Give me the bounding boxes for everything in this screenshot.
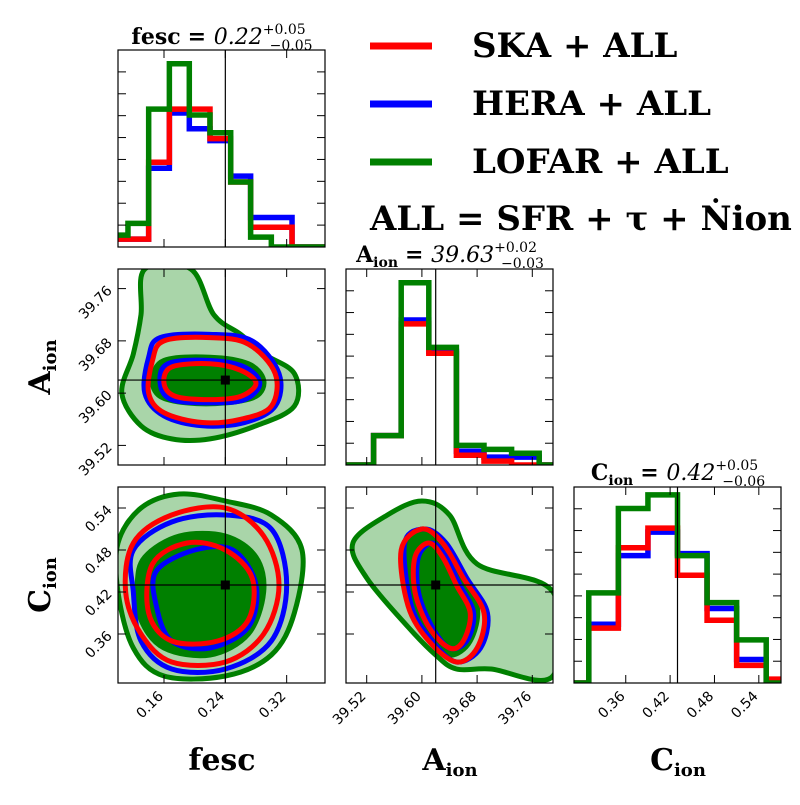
title-param-sub: ion	[373, 255, 398, 271]
truth-marker	[431, 580, 441, 590]
panel-title-cion: Cion = 0.42+0.05 −0.06	[591, 458, 765, 490]
y-axis-label-aion: Aion	[23, 339, 61, 395]
contour-frame	[117, 486, 326, 684]
hist-step-lofar	[346, 279, 553, 465]
hist-content	[346, 279, 553, 465]
y-axis-label-cion: Cion	[23, 557, 61, 613]
contour-frame	[345, 486, 554, 684]
title-eq: =	[640, 460, 666, 486]
contour-panel-fesc_Cion: 0.16 0.24 0.320.360.420.480.54	[82, 486, 326, 722]
axis-label-name: C	[650, 743, 674, 778]
axis-label-sub: ion	[446, 760, 478, 781]
hist-frame	[573, 486, 782, 684]
truth-marker	[220, 375, 230, 385]
hist-frame	[345, 268, 554, 466]
ska-inner-contour	[144, 539, 257, 647]
title-param-name: fesc	[131, 24, 180, 50]
legend-label-hera: HERA + ALL	[472, 84, 711, 124]
hera-inner-contour	[414, 540, 477, 652]
contour-content	[349, 498, 553, 683]
x-axis-label-cion: Cion	[650, 743, 706, 781]
panel-title-fesc: fesc = 0.22+0.05 −0.05	[131, 22, 312, 54]
x-axis-label-aion: Aion	[421, 743, 477, 781]
title-lower: −0.05	[270, 38, 313, 54]
contour-content	[118, 491, 306, 682]
hist-panel-fesc	[117, 49, 326, 248]
title-param-name: C	[591, 460, 609, 486]
hist-panel-Aion	[345, 268, 554, 466]
ska-inner-contour	[161, 361, 259, 403]
title-eq: =	[405, 242, 431, 268]
title-eq: =	[188, 24, 214, 50]
legend-label-ska: SKA + ALL	[472, 26, 678, 66]
contour-content	[119, 269, 302, 443]
hist-frame	[117, 49, 326, 248]
lofar-inner-contour	[172, 364, 251, 399]
axis-label-sub: ion	[40, 557, 61, 589]
hera-outer-contour	[141, 331, 284, 429]
axis-label-name: A	[23, 371, 58, 396]
title-param-name: A	[355, 242, 374, 268]
truth-marker	[220, 580, 230, 590]
title-param-sub: ion	[608, 473, 633, 489]
axis-label-name: fesc	[188, 743, 255, 778]
axis-label-sub: ion	[674, 760, 706, 781]
lofar-inner-contour	[148, 554, 248, 644]
title-upper: +0.02	[494, 240, 537, 256]
hera-inner-contour	[150, 544, 260, 652]
axis-label-name: C	[23, 589, 58, 613]
legend-label-lofar: LOFAR + ALL	[472, 142, 729, 182]
hera-inner-contour	[157, 357, 263, 406]
axis-label-name: A	[421, 743, 446, 778]
contour-frame	[117, 268, 326, 466]
title-lower: −0.03	[501, 256, 544, 272]
ska-outer-contour	[122, 504, 282, 668]
title-median: 0.22	[214, 25, 263, 50]
legend-note: ALL = SFR + τ + Ṅion	[369, 198, 792, 239]
hist-content	[118, 61, 325, 247]
ska-outer-contour	[145, 334, 280, 426]
title-spacer	[398, 243, 405, 268]
title-median: 0.42	[666, 461, 715, 486]
panel-title-aion: Aion = 39.63+0.02 −0.03	[355, 240, 544, 272]
title-spacer	[181, 25, 188, 50]
title-median: 39.63	[431, 243, 494, 268]
title-upper: +0.05	[263, 22, 306, 38]
legend: SKA + ALL HERA + ALL LOFAR + ALL ALL = SFR …	[369, 26, 792, 239]
x-axis-label-fesc: fesc	[188, 743, 255, 778]
ska-outer-contour	[398, 526, 488, 665]
title-spacer	[633, 461, 640, 486]
title-upper: +0.05	[715, 458, 758, 474]
hist-step-lofar	[118, 61, 325, 247]
axis-label-sub: ion	[40, 339, 61, 371]
title-lower: −0.06	[722, 474, 765, 490]
